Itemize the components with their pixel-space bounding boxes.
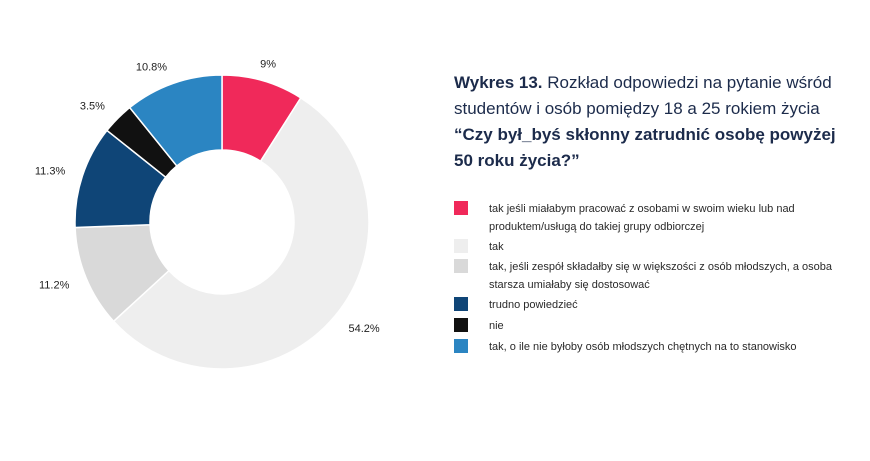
legend-label: trudno powiedzieć bbox=[489, 299, 578, 311]
legend-swatch bbox=[454, 339, 468, 353]
donut-slice-6 bbox=[128, 74, 223, 168]
legend-swatch bbox=[454, 318, 468, 332]
percent-label-6: 10.8% bbox=[136, 61, 167, 73]
percent-label-5: 3.5% bbox=[80, 101, 105, 113]
percent-label-4: 11.3% bbox=[35, 166, 66, 178]
donut-slice-2 bbox=[112, 96, 370, 370]
legend-label: tak jeśli miałabym pracować z osobami w … bbox=[489, 203, 795, 233]
legend-label: nie bbox=[489, 320, 504, 332]
legend-label: tak, o ile nie byłoby osób młodszych chę… bbox=[489, 341, 797, 353]
percent-label-3: 11.2% bbox=[39, 280, 70, 292]
legend-swatch bbox=[454, 239, 468, 253]
legend-label: tak, jeśli zespół składałby się w większ… bbox=[489, 261, 832, 291]
percent-label-2: 54.2% bbox=[348, 323, 379, 335]
chart-title-text: Rozkład odpowiedzi na pytanie wśród stud… bbox=[454, 73, 832, 118]
donut-percent-labels: 9% 54.2% 11.2% 11.3% 3.5% 10.8% bbox=[35, 59, 380, 335]
legend-label: tak bbox=[489, 241, 504, 253]
legend-swatch bbox=[454, 297, 468, 311]
legend-swatch bbox=[454, 201, 468, 215]
chart-title-question: “Czy był_byś skłonny zatrudnić osobę pow… bbox=[454, 125, 836, 170]
legend-swatch bbox=[454, 259, 468, 273]
chart-title-prefix: Wykres 13. bbox=[454, 73, 543, 92]
percent-label-1: 9% bbox=[260, 59, 276, 71]
chart-title: Wykres 13. Rozkład odpowiedzi na pytanie… bbox=[454, 70, 844, 174]
donut-slices bbox=[74, 74, 370, 370]
